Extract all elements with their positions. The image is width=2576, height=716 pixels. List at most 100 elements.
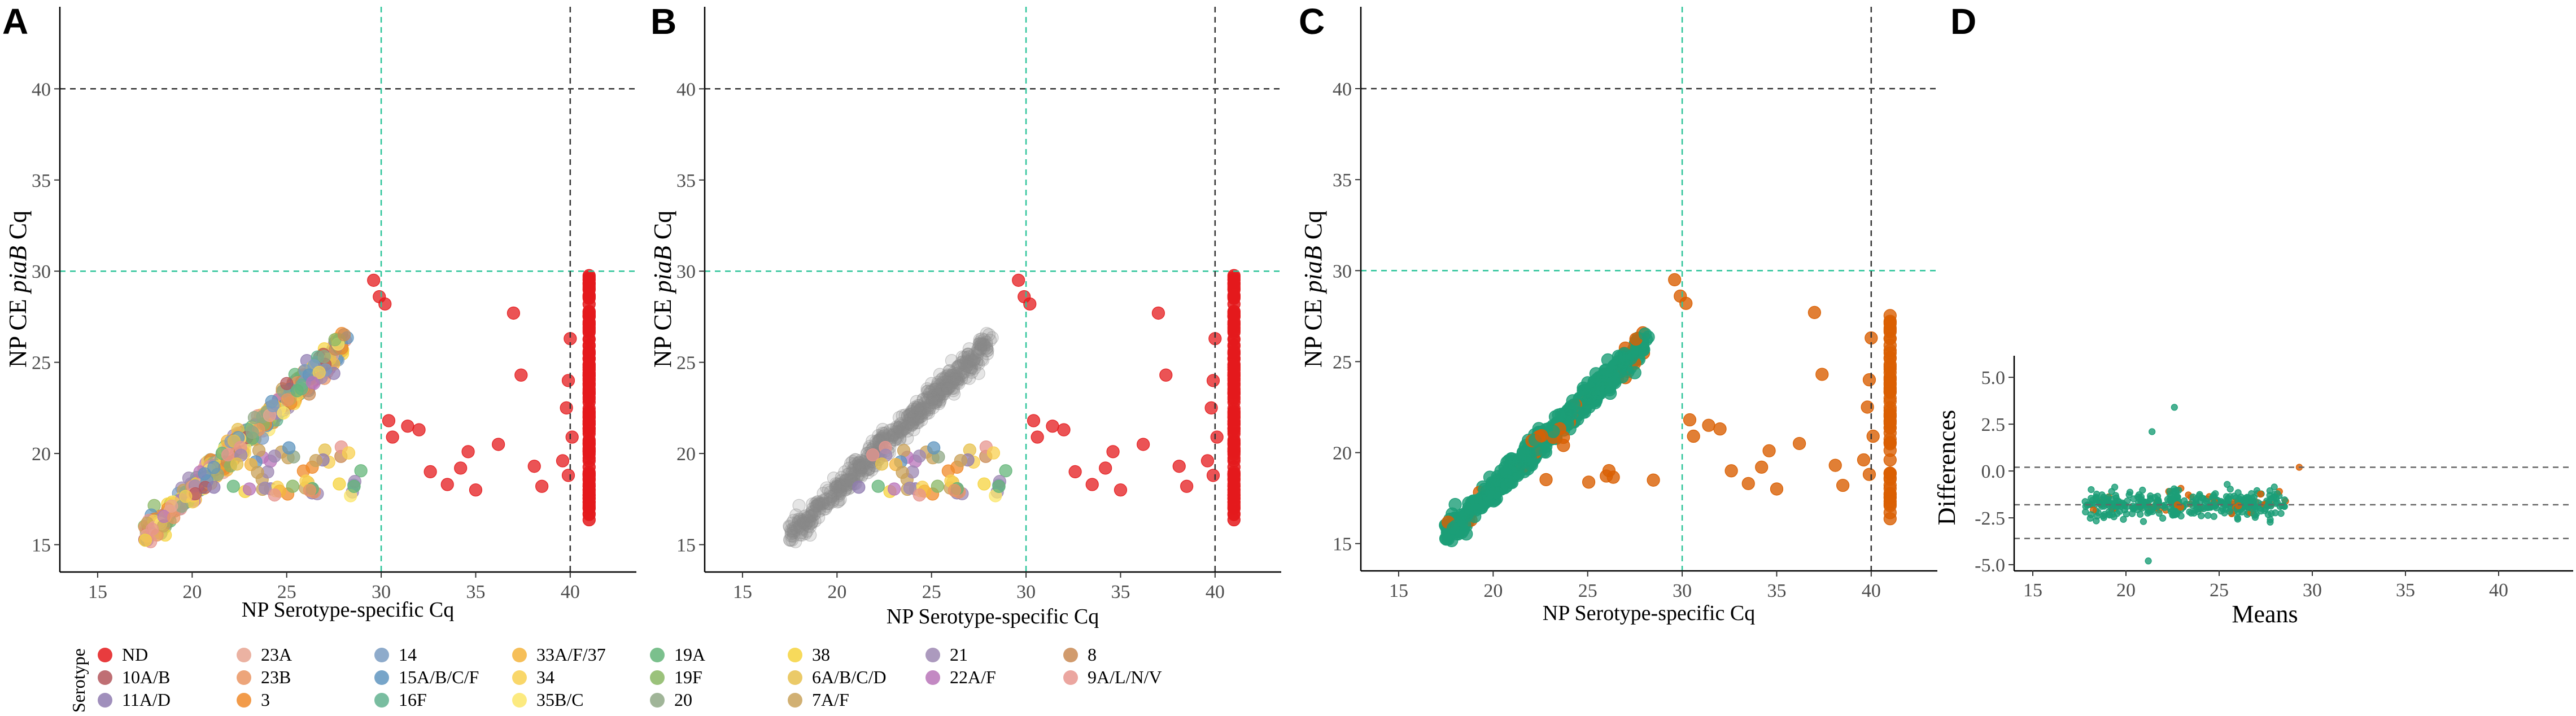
data-point [835, 478, 848, 492]
data-point [2280, 502, 2287, 510]
data-point [1581, 376, 1595, 390]
data-point [824, 492, 837, 506]
legend-swatch [98, 648, 112, 662]
data-point [835, 474, 848, 488]
data-point [914, 407, 928, 420]
data-point [901, 417, 915, 431]
data-point [811, 495, 825, 509]
data-point [838, 483, 852, 497]
panel-d-reference-lines [2014, 466, 2573, 539]
data-point [799, 517, 813, 531]
data-point [806, 497, 819, 511]
data-point-nd [582, 492, 596, 505]
data-point [958, 351, 971, 364]
data-point [841, 468, 855, 481]
panel-label-d: D [1950, 1, 1976, 42]
data-point [787, 524, 801, 538]
data-point [822, 483, 835, 497]
panel-b: 15 20 25 30 35 40 15 20 25 30 35 40 NP Serotype-spe… [649, 7, 1281, 628]
data-point [820, 499, 833, 513]
data-point [836, 480, 849, 494]
y-tick-label: 40 [1333, 79, 1352, 100]
data-point [937, 387, 951, 401]
x-tick-label: 30 [372, 582, 391, 603]
data-point [916, 393, 930, 407]
data-point [830, 480, 844, 494]
data-point [949, 367, 963, 381]
data-point-nd [1227, 492, 1241, 505]
data-point [980, 326, 993, 340]
data-point [928, 382, 942, 396]
legend-swatch [512, 693, 527, 708]
data-point [892, 411, 906, 425]
data-point [843, 473, 857, 486]
legend-label: 34 [536, 667, 555, 687]
data-point [977, 338, 990, 352]
y-tick-label: 25 [32, 353, 51, 374]
data-point [813, 504, 826, 518]
data-point [933, 393, 947, 407]
x-tick-label: 20 [2116, 580, 2136, 601]
panel-label-b: B [650, 1, 676, 42]
data-point [974, 338, 988, 351]
data-point [207, 461, 221, 474]
data-point [138, 534, 152, 547]
data-point [810, 495, 824, 509]
x-tick-label: 25 [922, 582, 941, 603]
data-point [853, 464, 867, 477]
legend-label: 23B [261, 667, 291, 687]
data-point-nd [1883, 437, 1897, 451]
legend-swatch [650, 648, 665, 662]
data-point [367, 273, 381, 287]
legend-swatch [512, 670, 527, 685]
data-point [890, 431, 904, 445]
data-point [179, 490, 193, 503]
legend-label: 23A [261, 644, 292, 665]
data-point [2129, 503, 2137, 510]
y-tick-label: 25 [676, 353, 696, 374]
data-point [926, 389, 940, 403]
data-point [793, 512, 807, 526]
panel-a-points [138, 269, 596, 548]
data-point [954, 368, 967, 381]
data-point [974, 337, 988, 350]
data-point [937, 378, 951, 392]
data-point [908, 401, 922, 414]
data-point [972, 337, 986, 351]
data-point [970, 353, 984, 367]
x-tick-label: 30 [2303, 580, 2322, 601]
data-point [911, 405, 925, 418]
data-point [983, 334, 997, 347]
data-point [145, 522, 159, 536]
data-point [783, 534, 797, 547]
data-point [945, 382, 959, 395]
data-point [938, 385, 953, 398]
y-tick-label: 20 [676, 444, 696, 465]
data-point [807, 508, 821, 522]
data-point [454, 461, 468, 475]
data-point [857, 458, 871, 471]
data-point [950, 370, 963, 383]
data-point [826, 495, 840, 509]
data-point [935, 383, 948, 396]
y-tick-label: 15 [1333, 534, 1352, 555]
data-point [846, 455, 859, 469]
data-point [888, 482, 901, 496]
data-point [940, 382, 953, 395]
panel-a-y-axis-title: NP CE piaB Cq [4, 211, 32, 368]
data-point [2155, 509, 2163, 517]
data-point [827, 471, 841, 485]
data-point [817, 487, 830, 500]
y-tick-label: 35 [32, 171, 51, 191]
legend-label: 9A/L/N/V [1088, 667, 1162, 687]
data-point [846, 463, 860, 477]
data-point [2106, 512, 2114, 519]
data-point [1012, 273, 1025, 287]
data-point-nd [1227, 414, 1241, 427]
data-point [2203, 504, 2211, 512]
legend-label: 35B/C [536, 689, 584, 710]
data-point [915, 413, 928, 427]
data-point [925, 392, 939, 407]
data-point [905, 405, 919, 419]
